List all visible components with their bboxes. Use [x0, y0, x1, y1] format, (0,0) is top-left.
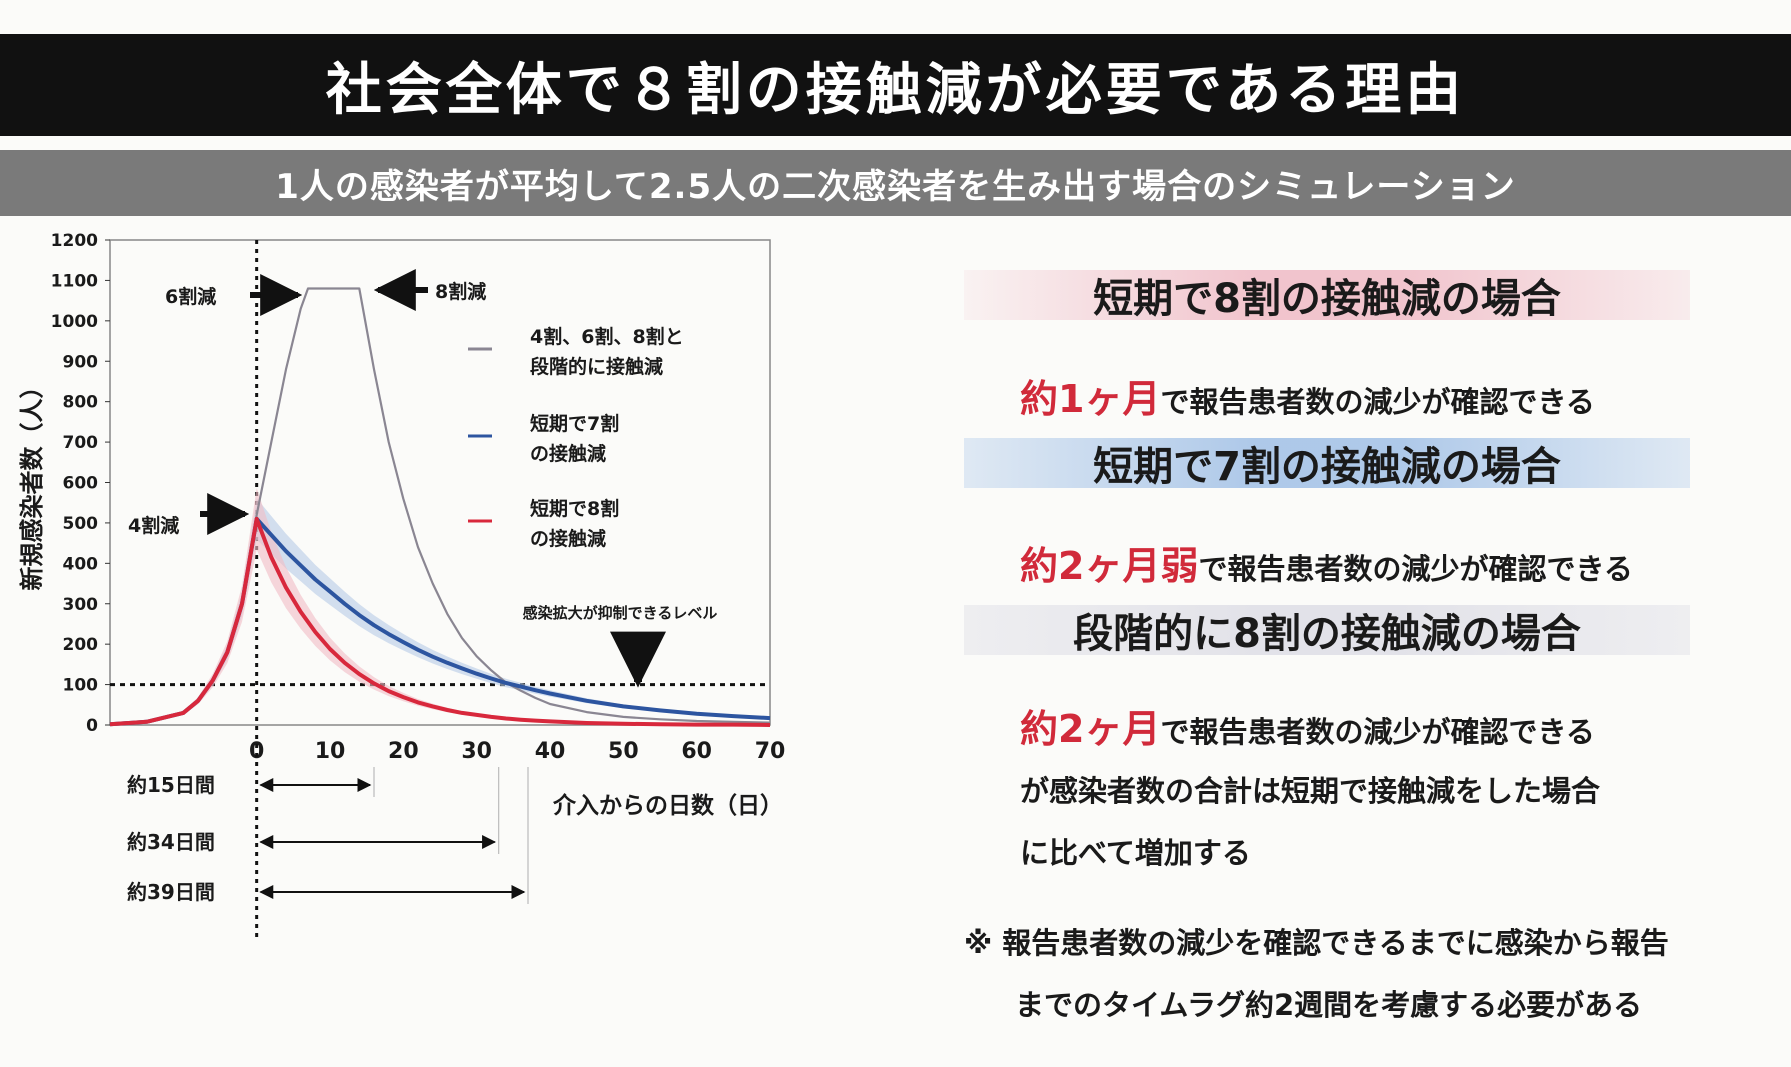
y-tick-label: 600 — [63, 474, 99, 494]
footnote-line-2: までのタイムラグ約2週間を考慮する必要がある — [1015, 988, 1643, 1022]
x-tick-label: 0 — [249, 739, 264, 764]
case3-text-3: に比べて増加する — [1020, 836, 1251, 870]
duration-label: 約39日間 — [127, 880, 215, 904]
y-tick-label: 700 — [63, 433, 99, 453]
y-tick-label: 0 — [86, 716, 98, 736]
y-tick-label: 1200 — [51, 231, 98, 251]
case3-text-2: が感染者数の合計は短期で接触減をした場合 — [1020, 774, 1601, 808]
x-tick-label: 30 — [461, 739, 492, 764]
y-tick-label: 100 — [63, 676, 99, 696]
plot-frame — [109, 239, 771, 726]
duration-label: 約34日間 — [127, 830, 215, 854]
case1-heading: 短期で8割の接触減の場合 — [1093, 276, 1561, 322]
y-axis-label: 新規感染者数（人） — [18, 375, 46, 591]
case2-text: で報告患者数の減少が確認できる — [1198, 552, 1633, 586]
y-tick-label: 200 — [63, 635, 99, 655]
case2-heading-band: 短期で7割の接触減の場合 — [964, 438, 1690, 490]
case3-highlight: 約2ヶ月 — [1020, 707, 1161, 751]
y-tick-label: 900 — [63, 352, 99, 372]
case3-description-1: 約2ヶ月で報告患者数の減少が確認できる — [1020, 698, 1595, 753]
footnote-line-1: ※ 報告患者数の減少を確認できるまでに感染から報告 — [964, 926, 1669, 960]
threshold-label: 感染拡大が抑制できるレベル — [523, 604, 718, 622]
band-eight — [110, 488, 770, 725]
subtitle-bar: 1人の感染者が平均して2.5人の二次感染者を生み出す場合のシミュレーション — [0, 150, 1791, 216]
case3-heading: 段階的に8割の接触減の場合 — [1073, 611, 1581, 657]
x-tick-label: 40 — [535, 739, 566, 764]
simulation-chart: 0100200300400500600700800900100011001200… — [18, 231, 786, 940]
legend-label-eight: 短期で8割の接触減 — [530, 497, 619, 550]
x-tick-label: 10 — [315, 739, 346, 764]
y-tick-label: 400 — [63, 554, 99, 574]
title-bar: 社会全体で８割の接触減が必要である理由 — [0, 34, 1791, 136]
case3-text-1: で報告患者数の減少が確認できる — [1160, 715, 1595, 749]
x-tick-label: 20 — [388, 739, 419, 764]
x-tick-label: 70 — [755, 739, 786, 764]
x-axis-label: 介入からの日数（日） — [552, 792, 783, 819]
y-tick-label: 800 — [63, 393, 99, 413]
case1-description: 約1ヶ月で報告患者数の減少が確認できる — [1020, 368, 1595, 423]
annotation-reduce40: 4割減 — [128, 514, 179, 537]
case1-highlight: 約1ヶ月 — [1020, 377, 1161, 421]
case1-text: で報告患者数の減少が確認できる — [1160, 385, 1595, 419]
case2-highlight: 約2ヶ月弱 — [1020, 544, 1199, 588]
y-tick-label: 300 — [63, 595, 99, 615]
duration-label: 約15日間 — [127, 773, 215, 797]
case2-description: 約2ヶ月弱で報告患者数の減少が確認できる — [1020, 535, 1633, 590]
page-title: 社会全体で８割の接触減が必要である理由 — [325, 57, 1466, 123]
case3-heading-band: 段階的に8割の接触減の場合 — [964, 605, 1690, 657]
y-tick-label: 1000 — [51, 312, 98, 332]
legend-label-stepwise: 4割、6割、8割と段階的に接触減 — [530, 325, 684, 378]
annotation-reduce60: 6割減 — [165, 285, 216, 308]
x-tick-label: 60 — [681, 739, 712, 764]
y-tick-label: 1100 — [51, 271, 98, 291]
page-subtitle: 1人の感染者が平均して2.5人の二次感染者を生み出す場合のシミュレーション — [275, 166, 1516, 207]
y-tick-label: 500 — [63, 514, 99, 534]
case2-heading: 短期で7割の接触減の場合 — [1093, 444, 1561, 490]
x-tick-label: 50 — [608, 739, 639, 764]
line-eight — [109, 516, 771, 727]
annotation-reduce80: 8割減 — [435, 280, 486, 303]
case1-heading-band: 短期で8割の接触減の場合 — [964, 270, 1690, 322]
legend-label-seven: 短期で7割の接触減 — [530, 412, 619, 465]
